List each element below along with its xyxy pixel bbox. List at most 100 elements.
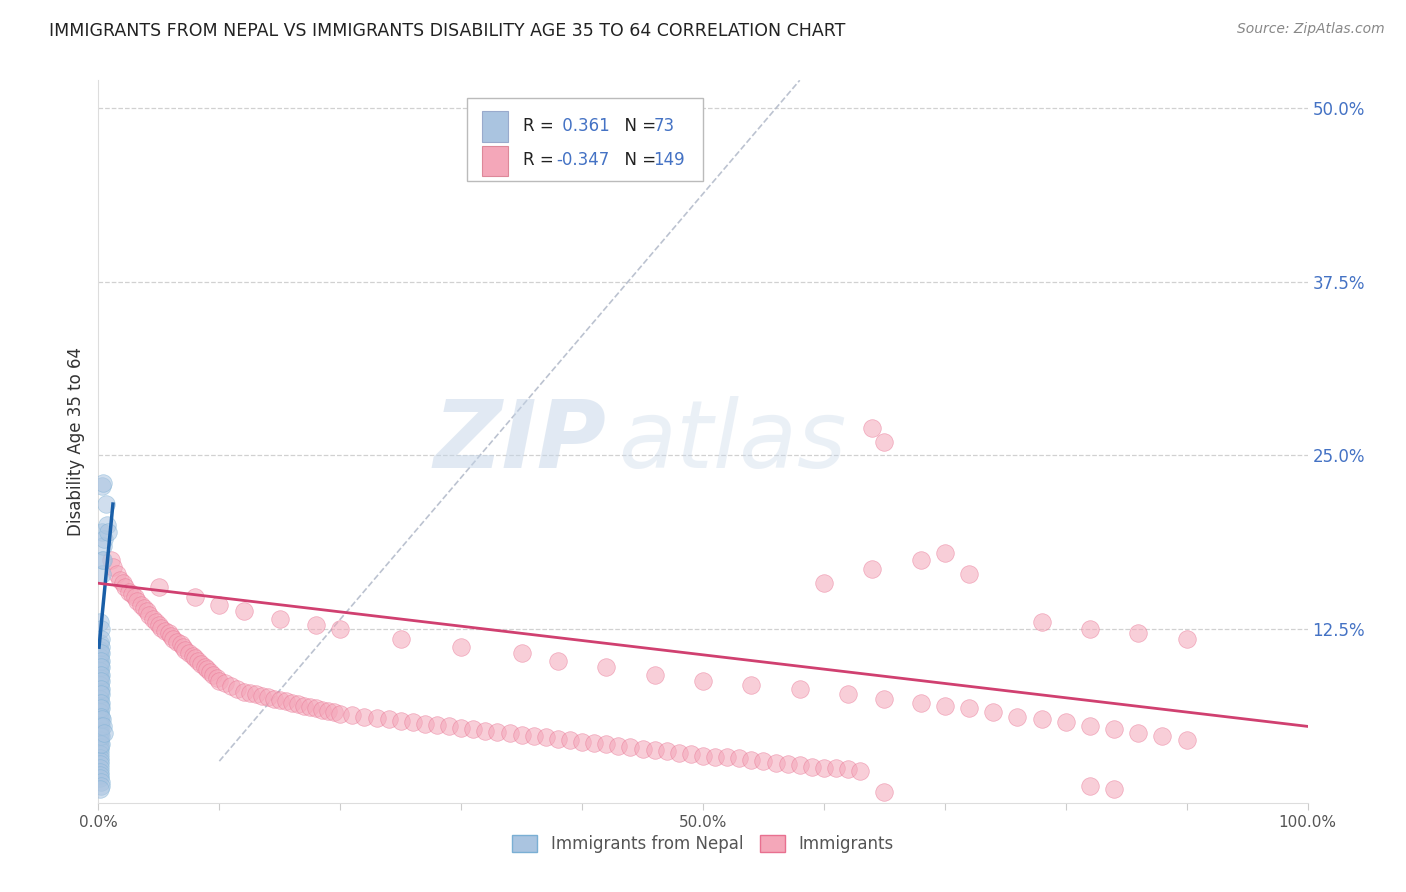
Point bbox=[250, 689, 273, 703]
Point bbox=[1175, 632, 1198, 646]
Point bbox=[239, 686, 262, 700]
Text: R =: R = bbox=[523, 152, 558, 169]
Point bbox=[1007, 709, 1029, 723]
Point bbox=[1078, 622, 1101, 636]
Point bbox=[91, 479, 114, 493]
Point bbox=[89, 761, 111, 775]
Point bbox=[89, 681, 111, 696]
Point bbox=[571, 734, 593, 748]
Text: 73: 73 bbox=[654, 117, 675, 135]
Point bbox=[89, 687, 111, 701]
Point bbox=[90, 719, 112, 733]
Point bbox=[1152, 729, 1174, 743]
Point bbox=[595, 659, 617, 673]
Point bbox=[934, 546, 956, 560]
Point bbox=[221, 679, 243, 693]
Point bbox=[1031, 713, 1053, 727]
Text: N =: N = bbox=[613, 152, 661, 169]
Point bbox=[679, 747, 702, 761]
Point bbox=[607, 739, 630, 753]
Point bbox=[1031, 615, 1053, 630]
Point bbox=[195, 662, 218, 676]
Point bbox=[813, 576, 835, 591]
Point bbox=[89, 673, 111, 688]
Point bbox=[256, 690, 278, 705]
Point bbox=[305, 701, 328, 715]
Point bbox=[89, 738, 111, 752]
Point bbox=[89, 664, 111, 678]
Point bbox=[813, 761, 835, 775]
Point bbox=[740, 753, 762, 767]
Point bbox=[957, 566, 980, 581]
Point bbox=[202, 668, 225, 682]
Point bbox=[166, 634, 188, 648]
Point bbox=[89, 698, 111, 713]
Point bbox=[716, 750, 738, 764]
Point bbox=[1175, 733, 1198, 747]
Point bbox=[160, 629, 183, 643]
Point bbox=[89, 668, 111, 682]
Point bbox=[595, 738, 617, 752]
Point bbox=[776, 756, 799, 771]
Point bbox=[184, 651, 207, 665]
Point bbox=[89, 671, 111, 685]
Point bbox=[90, 681, 112, 696]
Point bbox=[89, 691, 111, 706]
Point bbox=[118, 584, 141, 599]
Point bbox=[96, 517, 118, 532]
Point bbox=[89, 684, 111, 698]
Point bbox=[214, 676, 236, 690]
Point bbox=[169, 637, 191, 651]
Point bbox=[450, 721, 472, 735]
Point bbox=[1128, 726, 1150, 740]
Point bbox=[389, 714, 412, 728]
Point bbox=[89, 723, 111, 738]
Point bbox=[111, 576, 134, 591]
Point bbox=[91, 476, 114, 491]
Point bbox=[91, 539, 114, 553]
Point bbox=[100, 552, 122, 566]
Point bbox=[89, 743, 111, 757]
Point bbox=[934, 698, 956, 713]
Point bbox=[89, 726, 111, 740]
Point bbox=[692, 673, 714, 688]
Point bbox=[148, 581, 170, 595]
Point bbox=[1054, 715, 1077, 730]
Point bbox=[90, 646, 112, 660]
Point bbox=[825, 761, 848, 775]
Point bbox=[157, 626, 180, 640]
Point bbox=[619, 740, 641, 755]
Point bbox=[93, 532, 115, 546]
Point bbox=[474, 723, 496, 738]
Point bbox=[437, 719, 460, 733]
Point bbox=[1078, 779, 1101, 793]
Point bbox=[89, 719, 111, 733]
Point bbox=[547, 731, 569, 746]
Point bbox=[981, 706, 1004, 720]
Point bbox=[89, 709, 111, 723]
Point bbox=[91, 566, 114, 581]
Point bbox=[704, 750, 727, 764]
Point bbox=[90, 673, 112, 688]
Point bbox=[89, 756, 111, 771]
Point bbox=[135, 604, 157, 618]
Point bbox=[292, 698, 315, 713]
Text: atlas: atlas bbox=[619, 396, 846, 487]
Point bbox=[860, 420, 883, 434]
Point bbox=[655, 744, 678, 758]
Point bbox=[89, 751, 111, 765]
Point bbox=[134, 601, 156, 615]
Text: N =: N = bbox=[613, 117, 661, 135]
Point bbox=[274, 694, 297, 708]
FancyBboxPatch shape bbox=[482, 146, 509, 177]
Point bbox=[232, 684, 254, 698]
Point bbox=[89, 765, 111, 780]
Point bbox=[89, 754, 111, 768]
Point bbox=[329, 622, 352, 636]
Point bbox=[181, 648, 204, 663]
Point bbox=[90, 654, 112, 668]
Point bbox=[89, 706, 111, 720]
Point bbox=[90, 640, 112, 655]
Point bbox=[208, 599, 231, 613]
Point bbox=[232, 604, 254, 618]
